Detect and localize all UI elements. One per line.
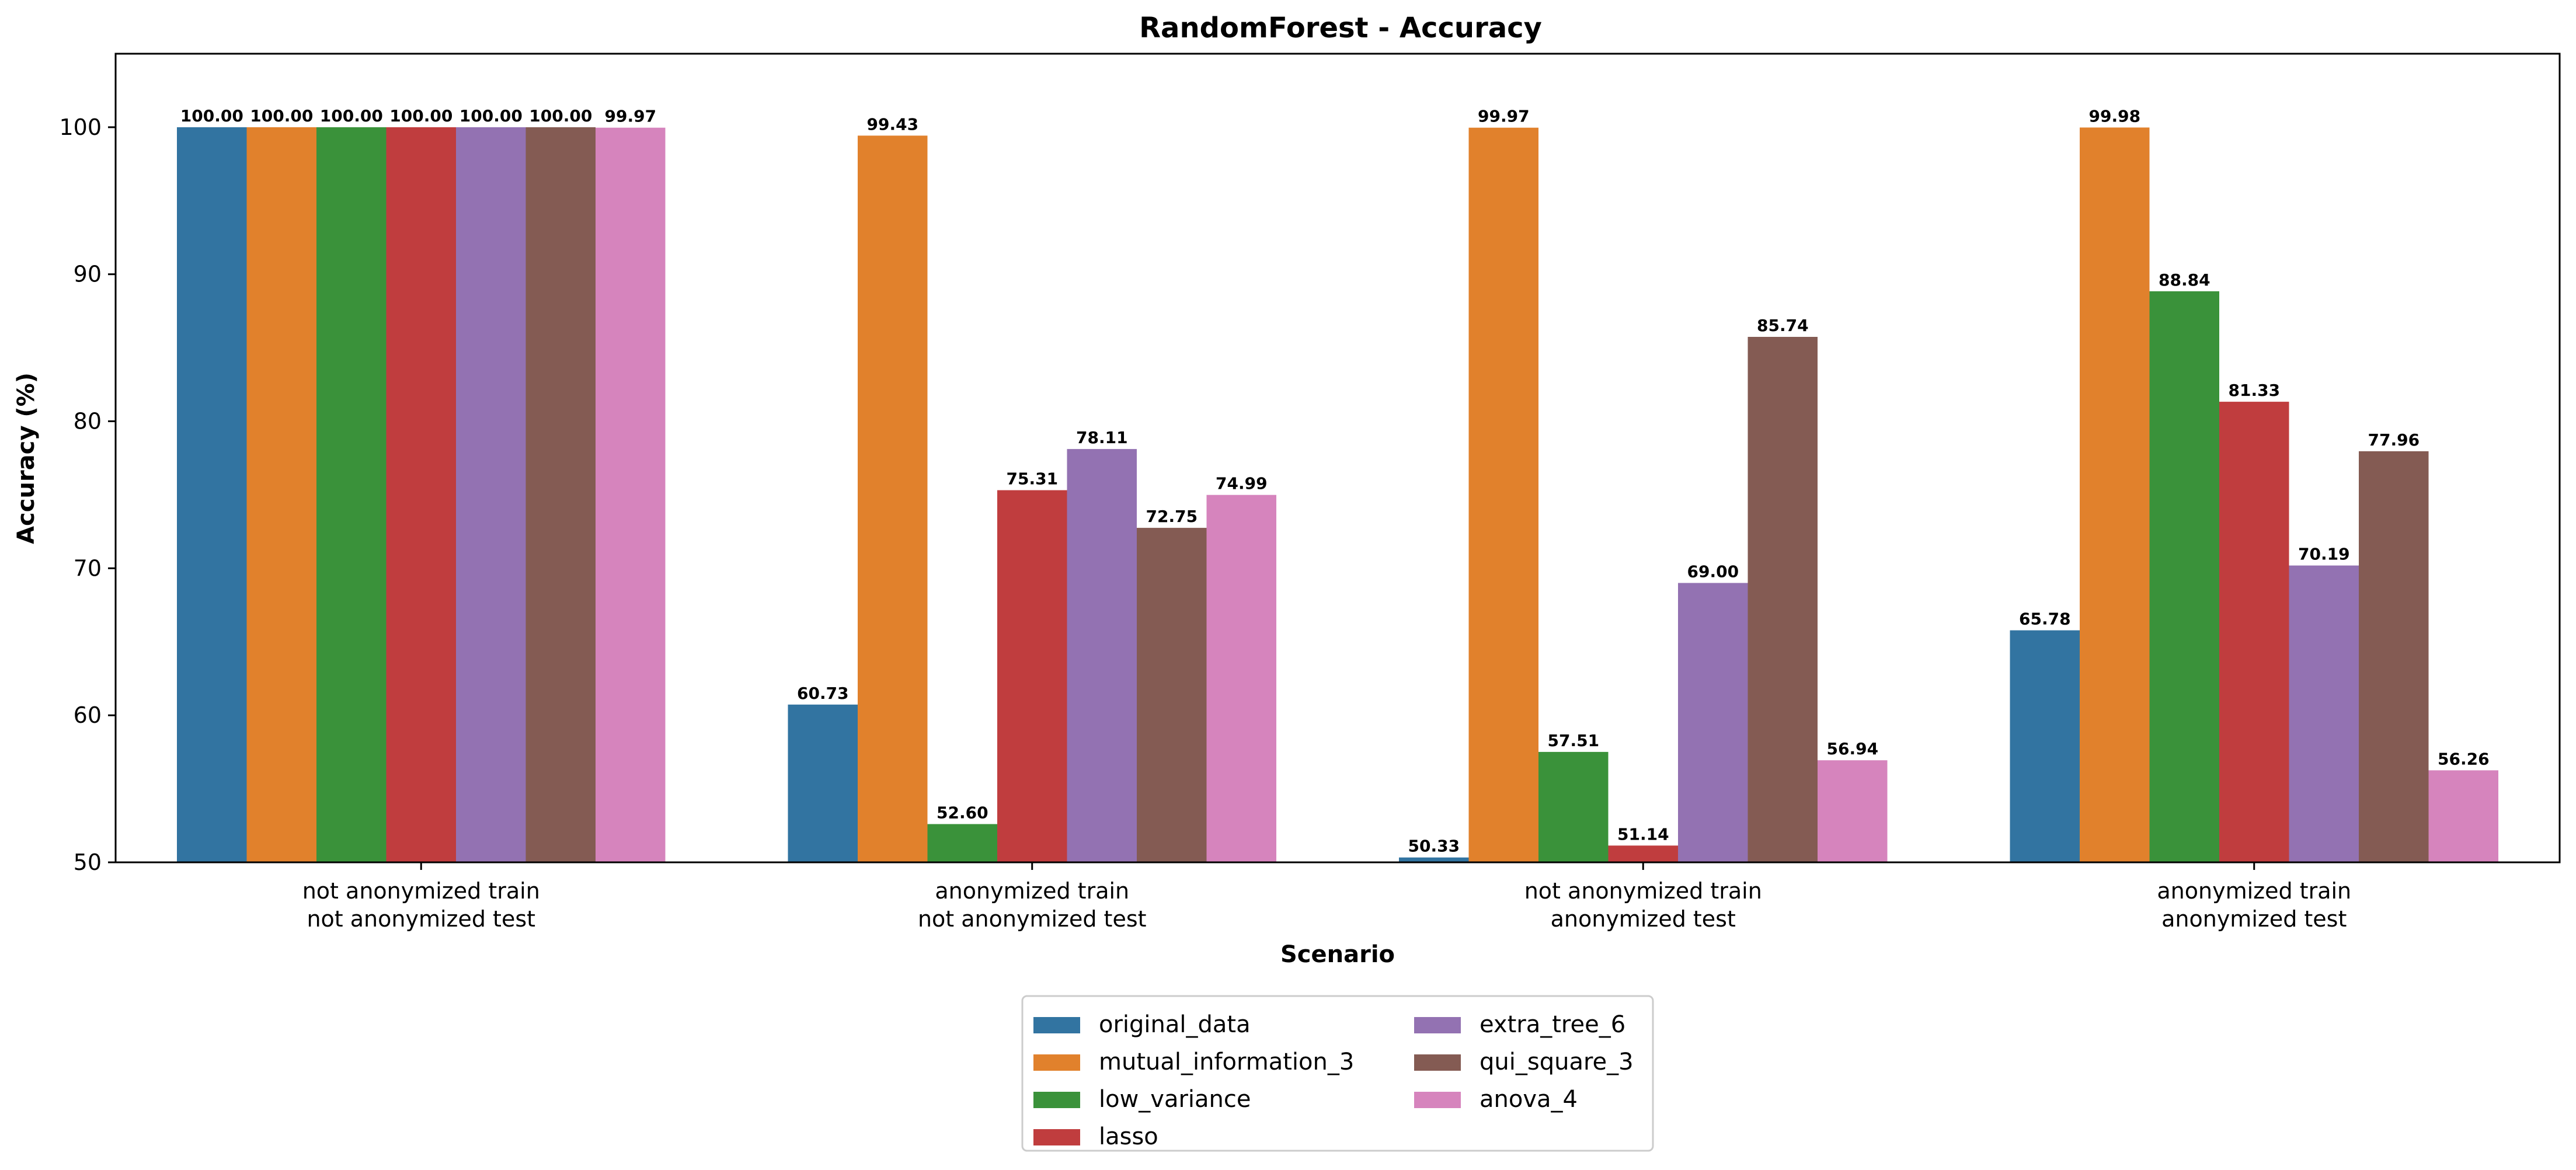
- data-label: 56.94: [1827, 739, 1879, 758]
- bar-extra_tree_6-2: [1678, 583, 1748, 862]
- data-label: 51.14: [1617, 824, 1669, 844]
- bar-lasso-2: [1608, 845, 1678, 862]
- data-label: 88.84: [2159, 270, 2211, 290]
- legend-swatch-lasso: [1033, 1129, 1080, 1145]
- data-label: 100.00: [250, 106, 313, 126]
- legend-label-low_variance: low_variance: [1099, 1086, 1251, 1113]
- data-label: 70.19: [2298, 545, 2350, 564]
- bars-group: [177, 127, 2498, 863]
- bar-extra_tree_6-3: [2289, 565, 2359, 862]
- bar-original_data-0: [177, 127, 247, 862]
- data-label: 81.33: [2229, 381, 2281, 400]
- data-label: 56.26: [2438, 749, 2490, 768]
- y-tick-label: 100: [59, 114, 102, 140]
- data-label: 57.51: [1548, 731, 1600, 750]
- legend-label-qui_square_3: qui_square_3: [1480, 1049, 1634, 1075]
- data-label: 52.60: [937, 803, 988, 823]
- legend-label-mutual_information_3: mutual_information_3: [1099, 1049, 1354, 1075]
- bar-qui_square_3-3: [2359, 451, 2429, 862]
- data-label: 85.74: [1757, 316, 1809, 335]
- legend-label-anova_4: anova_4: [1480, 1086, 1578, 1113]
- y-tick-label: 70: [74, 555, 102, 581]
- data-label: 65.78: [2019, 610, 2071, 629]
- y-axis-label: Accuracy (%): [13, 372, 40, 544]
- data-label: 99.98: [2089, 106, 2141, 126]
- legend: original_data mutual_information_3 low_var…: [1021, 995, 1654, 1152]
- bar-qui_square_3-1: [1137, 528, 1207, 862]
- bar-lasso-0: [386, 127, 456, 862]
- y-tick-label: 80: [74, 409, 102, 434]
- legend-swatch-qui_square_3: [1414, 1054, 1461, 1071]
- data-label: 77.96: [2368, 430, 2420, 450]
- data-label: 100.00: [459, 106, 523, 126]
- bar-anova_4-3: [2428, 770, 2498, 862]
- x-tick-label: anonymized test: [1551, 906, 1736, 932]
- data-label: 99.43: [867, 114, 919, 134]
- x-tick-label: not anonymized train: [1524, 878, 1762, 904]
- bar-qui_square_3-0: [525, 127, 596, 862]
- y-tick-label: 60: [74, 702, 102, 728]
- bar-extra_tree_6-1: [1067, 449, 1137, 862]
- data-label: 78.11: [1076, 428, 1128, 447]
- legend-frame: [1021, 995, 1654, 1152]
- bar-original_data-1: [788, 704, 858, 862]
- legend-swatch-anova_4: [1414, 1092, 1461, 1108]
- bar-extra_tree_6-0: [456, 127, 526, 862]
- bar-mutual_information_3-3: [2080, 127, 2150, 862]
- x-tick-label: anonymized test: [2161, 906, 2347, 932]
- data-label: 74.99: [1216, 474, 1268, 493]
- data-label: 100.00: [180, 106, 243, 126]
- data-label: 72.75: [1146, 507, 1198, 526]
- y-axis: 50 60 70 80 90 100: [59, 114, 116, 875]
- x-axis-label: Scenario: [1280, 941, 1395, 968]
- bar-mutual_information_3-0: [246, 127, 316, 862]
- bar-lasso-1: [997, 490, 1067, 862]
- bar-low_variance-0: [316, 127, 387, 862]
- data-label: 99.97: [1478, 107, 1530, 126]
- plot-frame: [114, 53, 2561, 863]
- value-labels-group: 100.00 100.00 100.00 100.00 100.00 100.00 99.9…: [180, 106, 2490, 856]
- bar-low_variance-1: [927, 824, 997, 862]
- bar-low_variance-2: [1538, 751, 1609, 862]
- legend-label-lasso: lasso: [1099, 1123, 1158, 1150]
- data-label: 69.00: [1687, 562, 1739, 581]
- bar-qui_square_3-2: [1747, 337, 1818, 862]
- y-tick-label: 50: [74, 849, 102, 875]
- bar-mutual_information_3-1: [858, 135, 928, 862]
- data-label: 100.00: [529, 106, 592, 126]
- legend-label-original_data: original_data: [1099, 1011, 1251, 1038]
- x-tick-label: not anonymized test: [307, 906, 535, 932]
- bar-mutual_information_3-2: [1468, 127, 1538, 863]
- data-label: 75.31: [1007, 469, 1059, 489]
- x-tick-label: anonymized train: [935, 878, 1129, 904]
- bar-lasso-3: [2219, 402, 2289, 862]
- data-label: 99.97: [605, 107, 657, 126]
- legend-label-extra_tree_6: extra_tree_6: [1480, 1011, 1625, 1038]
- x-tick-label: anonymized train: [2157, 878, 2351, 904]
- bar-original_data-3: [2010, 630, 2080, 862]
- bar-anova_4-2: [1818, 760, 1888, 862]
- bar-original_data-2: [1399, 857, 1469, 862]
- x-tick-label: not anonymized test: [918, 906, 1147, 932]
- legend-swatch-original_data: [1033, 1017, 1080, 1033]
- data-label: 60.73: [797, 684, 849, 703]
- data-label: 100.00: [320, 106, 383, 126]
- x-tick-label: not anonymized train: [302, 878, 540, 904]
- bar-anova_4-0: [596, 127, 666, 863]
- bar-low_variance-3: [2149, 291, 2219, 862]
- y-tick-label: 90: [74, 262, 102, 287]
- legend-swatch-low_variance: [1033, 1092, 1080, 1108]
- legend-swatch-mutual_information_3: [1033, 1054, 1080, 1071]
- data-label: 100.00: [389, 106, 452, 126]
- chart-title: RandomForest - Accuracy: [1139, 12, 1542, 44]
- data-label: 50.33: [1408, 837, 1460, 856]
- legend-swatch-extra_tree_6: [1414, 1017, 1461, 1033]
- bar-anova_4-1: [1206, 495, 1276, 862]
